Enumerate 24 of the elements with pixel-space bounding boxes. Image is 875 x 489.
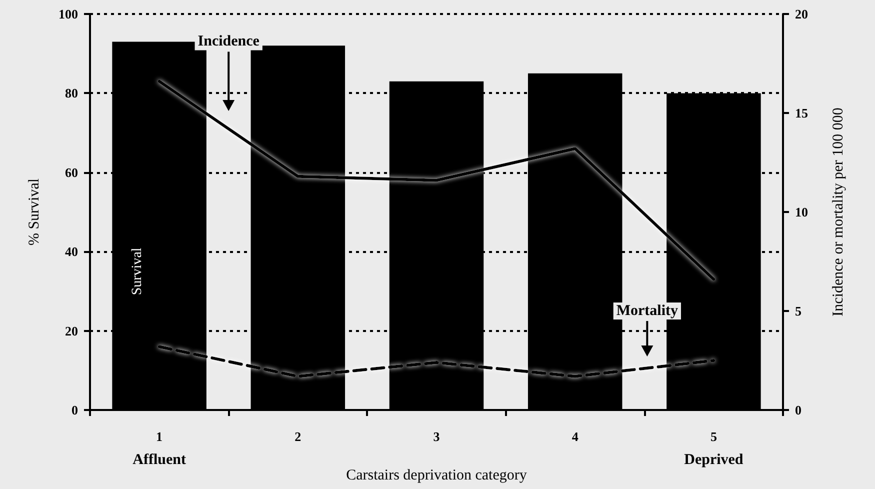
annotation: Survival	[130, 248, 145, 296]
y-tick-label: 0	[72, 402, 78, 418]
y-axis-title: % Survival	[26, 178, 42, 246]
y2-tick-label: 0	[795, 402, 802, 418]
text: Deprived	[684, 452, 744, 468]
x-axis-title: Carstairs deprivation category	[346, 468, 528, 484]
x-tick-label: 2	[294, 429, 302, 444]
y2-axis-title: Incidence or mortality per 100 000	[830, 108, 846, 316]
y2-tick-label: 5	[795, 304, 802, 318]
y2-tick-label: 15	[795, 106, 808, 120]
x-tick-label: 3	[433, 429, 440, 444]
annotation: Mortality	[616, 303, 678, 319]
y2-tick-label: 10	[795, 204, 808, 220]
x-tick-label: 4	[572, 429, 579, 444]
x-tick-label: 1	[156, 429, 163, 444]
y-tick-label: 20	[65, 323, 78, 338]
y2-tick-label: 20	[795, 6, 808, 22]
text: Affluent	[132, 452, 186, 468]
y-tick-label: 100	[58, 6, 78, 22]
y-tick-label: 40	[65, 244, 78, 260]
x-tick-label: 5	[710, 429, 718, 444]
y-tick-label: 60	[65, 164, 78, 180]
y-tick-label: 80	[65, 86, 78, 101]
annotation: Incidence	[198, 34, 260, 50]
